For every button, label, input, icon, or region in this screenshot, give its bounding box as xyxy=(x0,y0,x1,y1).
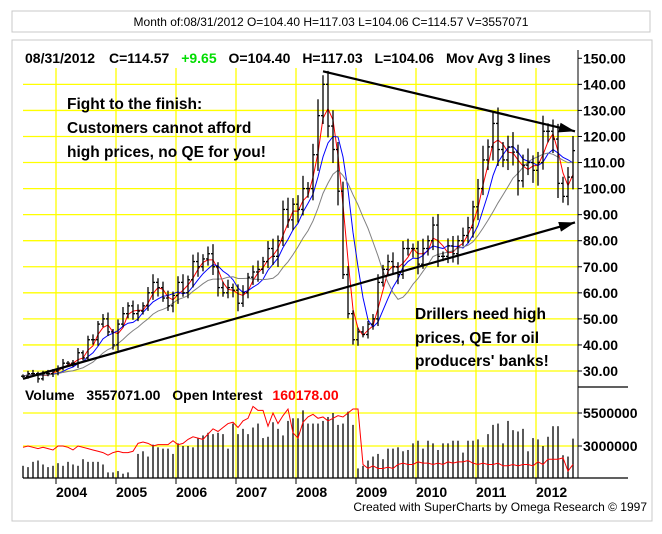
price-tick-label: 80.00 xyxy=(583,233,618,249)
price-tick-label: 120.00 xyxy=(583,128,626,144)
price-tick-label: 130.00 xyxy=(583,102,626,118)
price-tick-label: 100.00 xyxy=(583,181,626,197)
annotation-left-1: Fight to the finish: xyxy=(67,96,202,113)
year-tick-label: 2006 xyxy=(176,484,207,500)
trendline-support xyxy=(22,221,576,380)
legend-date: 08/31/2012 xyxy=(25,50,95,66)
legend-indicator: Mov Avg 3 lines xyxy=(446,50,551,66)
annotation-left-2: Customers cannot afford xyxy=(67,120,251,137)
price-tick-label: 50.00 xyxy=(583,311,618,327)
volume-tick-label: 3000000 xyxy=(583,438,638,454)
year-tick-label: 2012 xyxy=(536,484,567,500)
year-tick-label: 2008 xyxy=(296,484,327,500)
legend-high: H=117.03 xyxy=(302,50,363,66)
trendlines xyxy=(22,70,576,380)
chart-panel xyxy=(11,39,653,522)
header-summary: Month of:08/31/2012 O=104.40 H=117.03 L=… xyxy=(134,15,529,29)
trendline-resistance xyxy=(322,70,576,133)
annotation-right-3: producers' banks! xyxy=(415,353,549,370)
annotation-right-2: prices, QE for oil xyxy=(415,330,539,347)
price-tick-label: 150.00 xyxy=(583,50,626,66)
open-interest xyxy=(22,405,574,473)
annotation-left-3: high prices, no QE for you! xyxy=(67,144,266,161)
volume-value: 3557071.00 xyxy=(86,387,160,403)
year-tick-label: 2010 xyxy=(416,484,447,500)
year-tick-label: 2004 xyxy=(56,484,87,500)
header-bar xyxy=(11,10,651,33)
volume-label: Volume xyxy=(25,387,75,403)
price-tick-label: 40.00 xyxy=(583,337,618,353)
legend-low: L=104.06 xyxy=(375,50,435,66)
price-tick-label: 90.00 xyxy=(583,207,618,223)
year-tick-label: 2009 xyxy=(356,484,387,500)
year-tick-label: 2007 xyxy=(236,484,267,500)
price-tick-label: 110.00 xyxy=(583,155,625,171)
arrowhead-icon xyxy=(558,122,575,133)
volume-legend: Volume 3557071.00 Open Interest 160178.0… xyxy=(25,387,339,403)
arrowhead-icon xyxy=(558,222,575,232)
year-tick-label: 2011 xyxy=(476,484,507,500)
volume-bars xyxy=(22,410,574,478)
legend-change: +9.65 xyxy=(181,50,217,66)
price-bars xyxy=(21,70,575,383)
oi-value: 160178.00 xyxy=(272,387,338,403)
price-tick-label: 140.00 xyxy=(583,76,626,92)
price-tick-label: 60.00 xyxy=(583,285,618,301)
footer-credit: Created with SuperCharts by Omega Resear… xyxy=(353,500,647,514)
legend-close: C=114.57 xyxy=(109,50,170,66)
legend-open: O=104.40 xyxy=(229,50,291,66)
price-legend: 08/31/2012 C=114.57 +9.65 O=104.40 H=117… xyxy=(25,50,551,66)
oi-label: Open Interest xyxy=(172,387,263,403)
axes: 150.00 140.00 130.00 120.00 110.00 100.00 90.0… xyxy=(23,50,638,500)
ma-mid-line xyxy=(22,135,574,377)
annotation-right-1: Drillers need high xyxy=(415,306,546,323)
price-tick-label: 30.00 xyxy=(583,363,618,379)
price-tick-label: 70.00 xyxy=(583,259,618,275)
ma-slow-line xyxy=(22,152,574,377)
year-tick-label: 2005 xyxy=(116,484,147,500)
volume-tick-label: 5500000 xyxy=(583,405,638,421)
open-interest-line xyxy=(22,405,574,473)
